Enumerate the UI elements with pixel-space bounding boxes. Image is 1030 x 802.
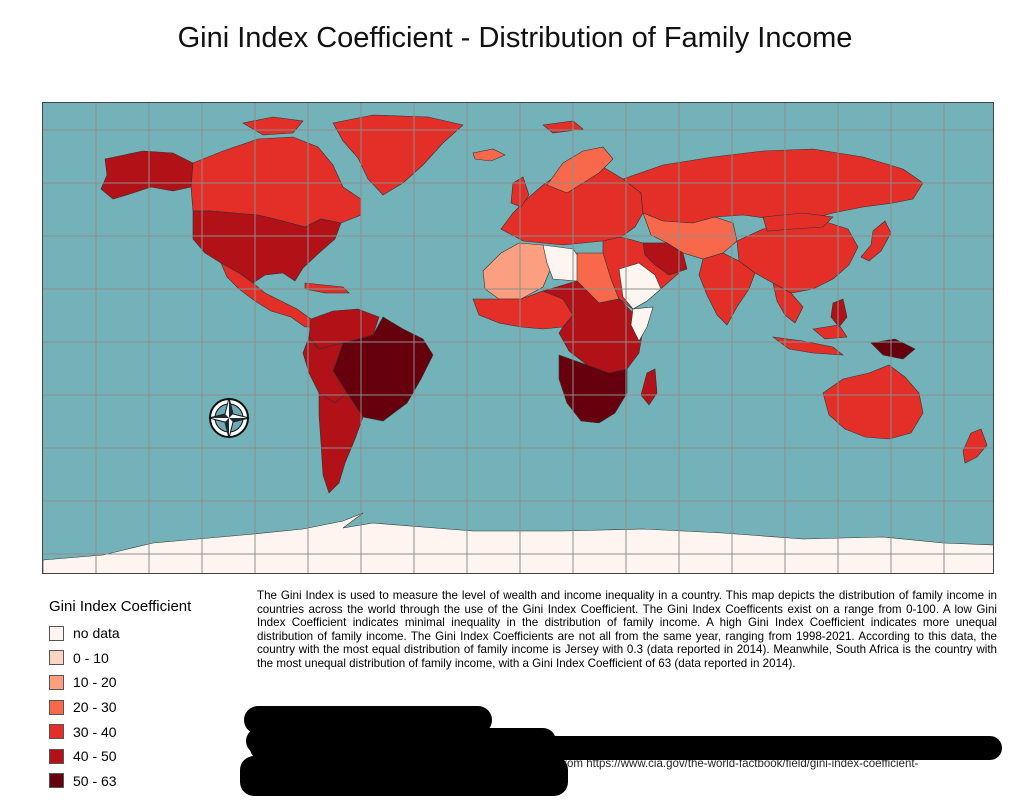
legend-swatch	[49, 773, 64, 789]
region-australia	[822, 364, 924, 440]
legend-swatch	[49, 748, 64, 764]
legend-label: no data	[73, 625, 120, 642]
legend-label: 0 - 10	[73, 649, 109, 666]
north-arrow-icon	[208, 397, 250, 439]
graticule	[43, 103, 993, 573]
map-canvas	[43, 103, 993, 573]
region-philippines	[830, 298, 848, 328]
description-text: The Gini Index is used to measure the le…	[257, 589, 997, 670]
legend-label: 30 - 40	[73, 723, 117, 740]
legend-item: 0 - 10	[49, 646, 239, 671]
legend-item: no data	[49, 621, 239, 646]
region-alaska	[100, 150, 194, 200]
region-iceland	[472, 148, 506, 162]
region-scandinavia	[546, 146, 614, 194]
region-greenland	[332, 114, 464, 196]
legend-label: 20 - 30	[73, 699, 117, 716]
region-horn-africa	[630, 306, 654, 342]
region-caribbean	[304, 282, 350, 294]
legend-swatch	[49, 724, 64, 740]
legend: Gini Index Coefficient no data 0 - 10 10…	[49, 598, 239, 793]
legend-item: 30 - 40	[49, 719, 239, 744]
region-antarctica	[43, 512, 993, 573]
legend-swatch	[49, 650, 64, 666]
legend-swatch	[49, 625, 64, 641]
source-text: from https://www.cia.gov/the-world-factb…	[560, 758, 919, 770]
region-arabia	[618, 262, 662, 310]
region-north-africa-west	[482, 242, 554, 300]
redaction-block	[240, 756, 568, 796]
legend-label: 40 - 50	[73, 748, 117, 765]
region-japan	[860, 220, 892, 262]
region-southeast-asia	[772, 282, 804, 324]
map-title: Gini Index Coefficient - Distribution of…	[177, 22, 853, 54]
legend-item: 50 - 63	[49, 769, 239, 794]
region-new-zealand	[962, 428, 988, 464]
region-madagascar	[640, 368, 658, 406]
legend-item: 40 - 50	[49, 744, 239, 769]
legend-swatch	[49, 699, 64, 715]
legend-swatch	[49, 674, 64, 690]
region-indonesia	[771, 324, 848, 356]
legend-label: 50 - 63	[73, 772, 117, 789]
region-iran	[642, 242, 688, 276]
legend-label: 10 - 20	[73, 674, 117, 691]
legend-title: Gini Index Coefficient	[49, 598, 192, 615]
legend-item: 20 - 30	[49, 695, 239, 720]
region-mongolia	[762, 212, 834, 232]
world-map	[42, 102, 994, 574]
legend-item: 10 - 20	[49, 670, 239, 695]
